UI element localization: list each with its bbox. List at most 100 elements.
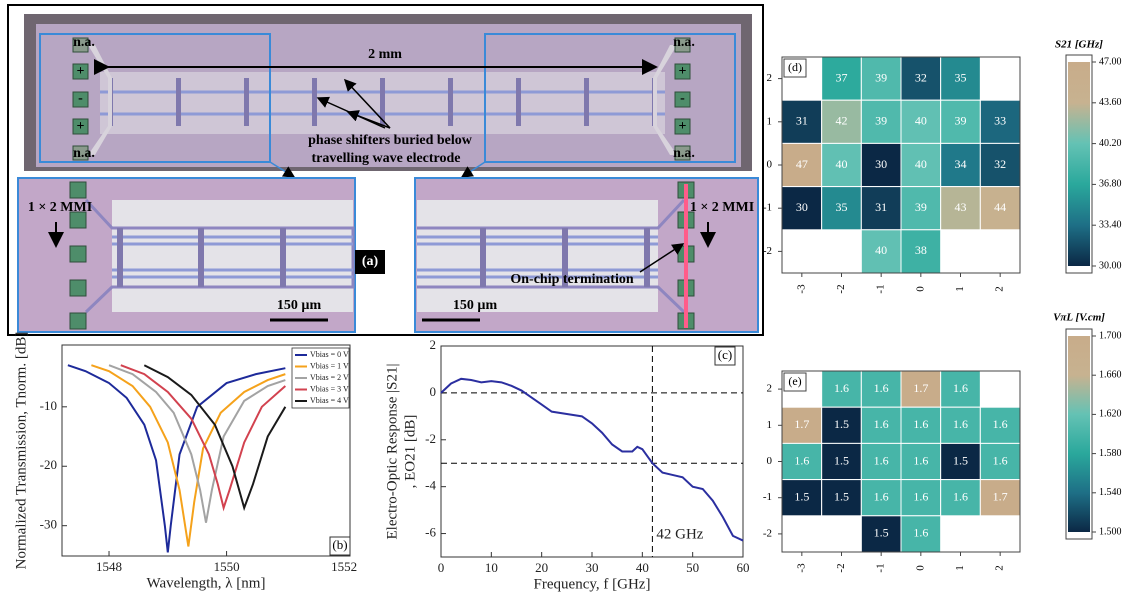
x-tick-label: -1 bbox=[875, 563, 887, 572]
annotation: phase shifters buried below bbox=[308, 133, 473, 148]
y-axis-label: Electro-Optic Response |S21| bbox=[384, 364, 400, 540]
colorbar-tick-label: 1.660 bbox=[1099, 369, 1122, 380]
colorbar-tick-label: 1.540 bbox=[1099, 487, 1122, 498]
y-axis-label: Normalized Transmission, Tnorm. [dB] bbox=[13, 332, 29, 570]
cell-label: 1.5 bbox=[834, 417, 849, 431]
x-tick-label: 2 bbox=[994, 286, 1006, 292]
cell-label: 1.6 bbox=[993, 453, 1008, 467]
cell-label: 30 bbox=[875, 157, 887, 171]
cell-label: 1.6 bbox=[913, 526, 928, 540]
cell-label: 34 bbox=[955, 157, 967, 171]
na-label: n.a. bbox=[73, 35, 95, 50]
y-tick-label: 1 bbox=[767, 115, 773, 127]
colorbar-title: VπL [V.cm] bbox=[1053, 312, 1105, 324]
heatmap-cell bbox=[900, 515, 942, 553]
colorbar-title: S21 [GHz] bbox=[1055, 39, 1103, 51]
y-tick-label: -6 bbox=[425, 525, 436, 540]
panel-label: (d) bbox=[788, 60, 802, 74]
heatmap-cell bbox=[940, 142, 981, 188]
cell-label: 39 bbox=[915, 200, 927, 214]
x-tick-label: 10 bbox=[485, 560, 498, 575]
y-axis-label: , EO21 [dB] bbox=[402, 415, 418, 489]
na-label: n.a. bbox=[73, 146, 95, 161]
cell-label: 30 bbox=[796, 200, 808, 214]
y-tick-label: 0 bbox=[430, 384, 437, 399]
cell-label: 40 bbox=[875, 243, 887, 257]
y-tick-label: 2 bbox=[767, 72, 773, 84]
heatmap-cell bbox=[900, 442, 942, 481]
cell-label: 1.6 bbox=[874, 489, 889, 503]
x-tick-label: 50 bbox=[686, 560, 699, 575]
panel-label-box bbox=[329, 536, 351, 556]
x-tick-label: 2 bbox=[994, 565, 1006, 571]
plot-frame bbox=[440, 345, 744, 558]
heatmap-cell bbox=[940, 442, 981, 481]
annotation: 42 GHz bbox=[656, 526, 703, 542]
heatmap-cell bbox=[821, 406, 862, 444]
cell-label: 1.6 bbox=[953, 417, 968, 431]
heatmap-cell bbox=[860, 186, 902, 231]
cell-label: 1.5 bbox=[874, 526, 889, 540]
x-tick-label: 0 bbox=[438, 560, 445, 575]
heatmap-cell bbox=[900, 479, 942, 517]
pad-sign: + bbox=[77, 64, 85, 79]
electrode-edge bbox=[84, 198, 355, 314]
legend-label: Vbias = 3 V bbox=[310, 384, 349, 393]
legend-label: Vbias = 4 V bbox=[310, 396, 349, 405]
y-tick-label: -1 bbox=[763, 202, 772, 214]
annotation-arrow bbox=[343, 78, 391, 129]
legend-label: Vbias = 1 V bbox=[310, 361, 349, 370]
panel-label: (c) bbox=[718, 347, 732, 362]
pad-sign: - bbox=[78, 91, 83, 106]
length-label: 2 mm bbox=[368, 47, 402, 62]
cell-label: 40 bbox=[915, 157, 927, 171]
panel-label: (e) bbox=[788, 374, 801, 388]
pad-sign: - bbox=[680, 91, 685, 106]
panel-label: (a) bbox=[362, 254, 379, 269]
y-tick-label: -4 bbox=[425, 478, 436, 493]
heatmap-cell bbox=[979, 99, 1021, 144]
x-tick-label: 0 bbox=[914, 286, 926, 292]
x-tick-label: 30 bbox=[586, 560, 599, 575]
heatmap-cell bbox=[940, 99, 981, 144]
cell-label: 1.7 bbox=[993, 489, 1008, 503]
panel-label: (b) bbox=[332, 537, 347, 552]
colorbar-tick-label: 1.620 bbox=[1099, 409, 1122, 420]
mmi-label: 1 × 2 MMI bbox=[690, 200, 754, 215]
zoom-left: 1 × 2 MMI 150 µm bbox=[17, 177, 356, 333]
pad-signs: + - + + - + bbox=[77, 64, 687, 134]
cell-label: 31 bbox=[875, 200, 887, 214]
x-tick-label: 40 bbox=[636, 560, 649, 575]
cell-label: 1.6 bbox=[913, 417, 928, 431]
pad-sign: + bbox=[679, 64, 687, 79]
termination-label: On-chip termination bbox=[510, 272, 633, 287]
x-tick-label: -2 bbox=[835, 563, 847, 572]
panel-label-box bbox=[783, 372, 807, 392]
x-tick-label: -2 bbox=[835, 284, 847, 293]
annotation-arrow bbox=[346, 110, 391, 129]
colorbar-tick-label: 36.80 bbox=[1099, 179, 1122, 190]
pads bbox=[69, 181, 87, 330]
electrode-edge bbox=[417, 198, 686, 314]
x-tick-label: 60 bbox=[737, 560, 750, 575]
cell-label: 1.6 bbox=[993, 417, 1008, 431]
cell-label: 40 bbox=[836, 157, 848, 171]
cell-label: 47 bbox=[796, 157, 808, 171]
colorbar-tick-label: 1.580 bbox=[1099, 448, 1122, 459]
cell-label: 39 bbox=[875, 70, 887, 84]
colorbar-tick-label: 43.60 bbox=[1099, 97, 1122, 108]
heatmap-cell bbox=[781, 142, 823, 188]
x-tick-label: -1 bbox=[875, 284, 887, 293]
cell-label: 39 bbox=[875, 114, 887, 128]
panel-label-box bbox=[714, 346, 736, 366]
zoom-right: 1 × 2 MMI 150 µm On-chip termination bbox=[414, 177, 759, 333]
y-tick-label: 0 bbox=[767, 455, 773, 467]
heatmap-cell bbox=[940, 406, 981, 444]
cell-label: 38 bbox=[915, 243, 927, 257]
heatmap-cell bbox=[979, 142, 1021, 188]
cell-label: 44 bbox=[994, 200, 1006, 214]
heatmap-cell bbox=[900, 186, 942, 231]
cell-label: 39 bbox=[955, 114, 967, 128]
cell-label: 40 bbox=[915, 114, 927, 128]
